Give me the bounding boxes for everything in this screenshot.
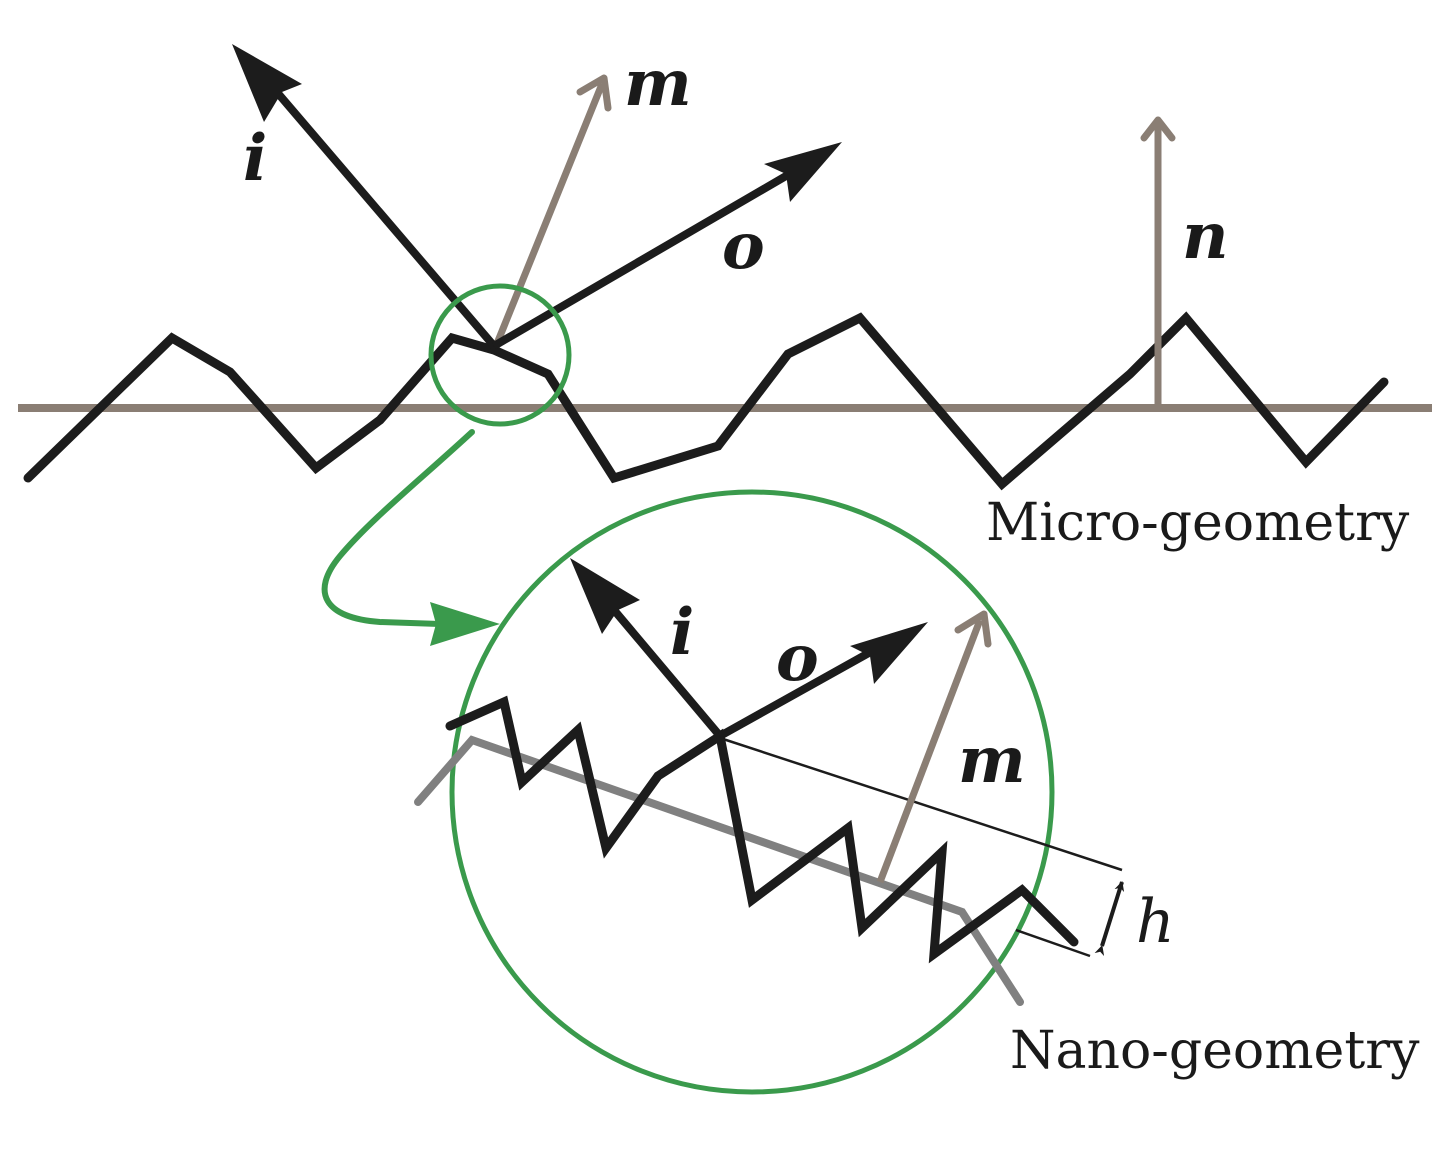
- micro-microfacet-normal-label: m: [624, 46, 692, 121]
- nano-height-label: h: [1136, 887, 1175, 957]
- micro-surface-profile: [23, 311, 1389, 491]
- height-reference-bottom: [1015, 928, 1091, 958]
- macro-normal-label: n: [1182, 199, 1229, 274]
- micro-outgoing-label: o: [722, 209, 765, 284]
- nano-geometry-caption: Nano-geometry: [1010, 1021, 1420, 1081]
- zoom-connector-arrow: [321, 429, 500, 646]
- zoom-detail-circle: [449, 489, 1055, 1095]
- nano-microfacet-normal-arrow: [876, 610, 992, 884]
- nano-outgoing-direction-arrow: [718, 622, 928, 740]
- nano-outgoing-label: o: [776, 621, 819, 696]
- nano-microfacet-normal-label: m: [958, 723, 1026, 798]
- microfacet-normal-arrow: [492, 74, 612, 348]
- micro-geometry-caption: Micro-geometry: [986, 493, 1410, 553]
- zoom-source-circle: [428, 283, 572, 427]
- nano-surface-profile: [445, 695, 1079, 964]
- outgoing-direction-arrow: [491, 142, 842, 350]
- nano-incident-label: i: [670, 595, 694, 670]
- height-dimension-arrow: [1094, 881, 1125, 957]
- micro-incident-label: i: [243, 121, 267, 196]
- nano-base-plane: [414, 735, 1024, 1006]
- macro-normal-arrow: [1140, 116, 1176, 408]
- nano-incident-direction-arrow: [570, 558, 724, 739]
- height-reference-top: [719, 736, 1123, 872]
